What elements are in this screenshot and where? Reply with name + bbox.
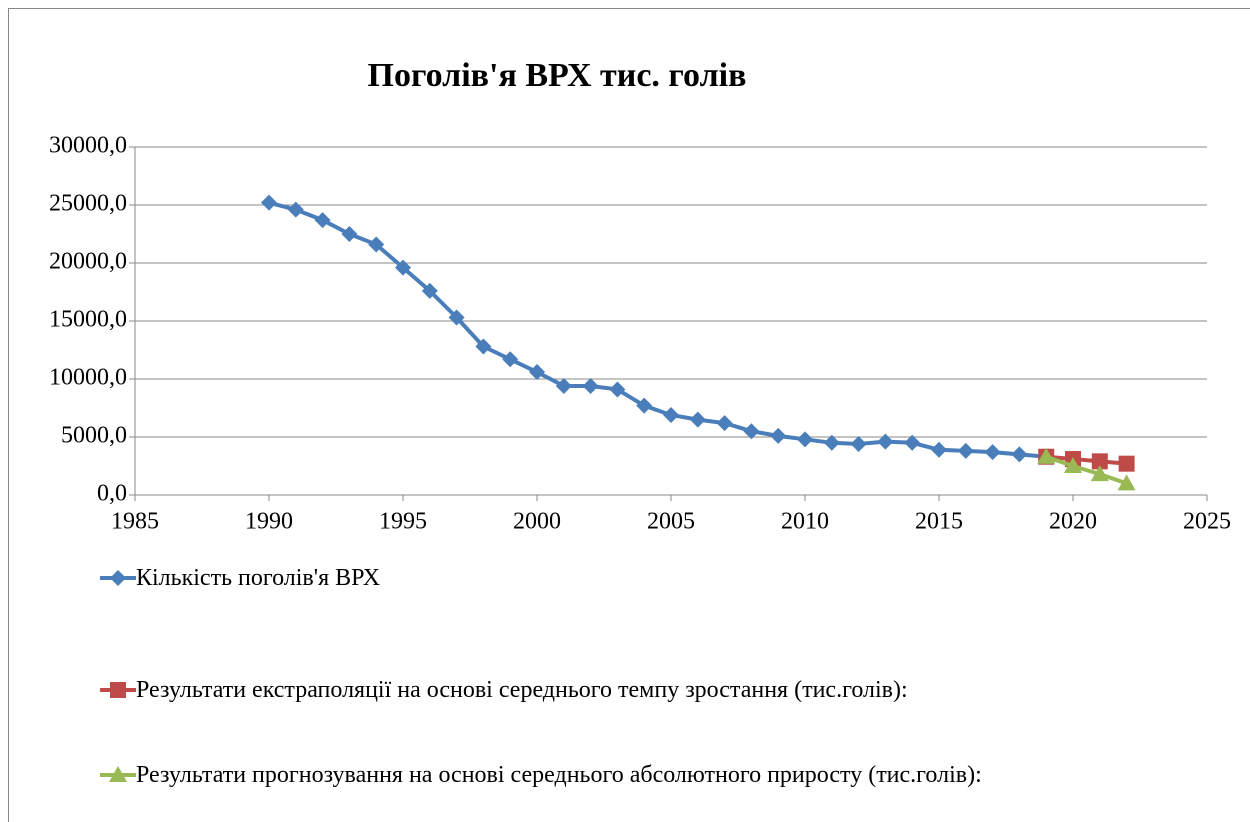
marker	[448, 309, 465, 326]
marker	[341, 226, 358, 242]
legend-symbol	[100, 682, 136, 698]
y-tick-label: 25000,0	[49, 191, 127, 217]
series-line	[1045, 454, 1128, 486]
chart-title: Поголів'я ВРХ тис. голів	[368, 57, 747, 94]
chart-frame	[8, 8, 1250, 822]
x-tick-label: 2020	[1049, 509, 1097, 535]
marker	[770, 427, 787, 444]
marker	[904, 434, 921, 451]
legend-item: Кількість поголів'я ВРХ	[100, 562, 1136, 595]
marker	[1011, 446, 1028, 463]
legend-label: Кількість поголів'я ВРХ	[136, 565, 381, 591]
marker	[110, 682, 126, 698]
marker	[421, 282, 438, 299]
y-tick-label: 30000,0	[49, 133, 127, 159]
marker	[110, 570, 126, 586]
marker	[689, 411, 706, 428]
marker	[368, 236, 385, 253]
marker	[1037, 447, 1056, 464]
marker	[1117, 474, 1136, 491]
marker	[109, 766, 127, 782]
marker	[1091, 453, 1108, 470]
marker	[663, 406, 679, 423]
legend-symbol	[100, 766, 136, 782]
marker	[395, 259, 411, 276]
legend-symbol	[100, 570, 136, 586]
marker	[984, 444, 1001, 461]
marker	[475, 338, 492, 355]
marker	[314, 212, 331, 229]
y-tick-label: 0,0	[97, 481, 127, 507]
x-tick-label: 1985	[111, 509, 159, 535]
marker	[636, 397, 653, 414]
x-tick-label: 2025	[1183, 509, 1231, 535]
y-tick-label: 5000,0	[61, 423, 127, 449]
x-tick-label: 2000	[513, 509, 561, 535]
series-line	[268, 200, 1047, 459]
marker	[582, 377, 599, 394]
marker	[1064, 457, 1082, 473]
y-tick-label: 20000,0	[49, 249, 127, 275]
marker	[555, 377, 572, 394]
legend-item: Результати прогнозування на основі серед…	[100, 759, 1136, 792]
y-tick-label: 10000,0	[49, 365, 127, 391]
marker	[609, 381, 626, 398]
marker	[850, 435, 867, 452]
marker	[716, 415, 733, 432]
marker	[743, 423, 760, 440]
x-tick-label: 2015	[915, 509, 963, 535]
marker	[502, 351, 519, 368]
legend-label: Результати прогнозування на основі серед…	[136, 762, 982, 788]
marker	[957, 442, 974, 459]
x-tick-label: 1995	[379, 509, 427, 535]
marker	[931, 441, 947, 458]
marker	[529, 364, 545, 381]
x-tick-label: 2005	[647, 509, 695, 535]
y-tick-label: 15000,0	[49, 307, 127, 333]
legend-item: Результати екстраполяції на основі серед…	[100, 674, 1136, 707]
series-line	[1046, 454, 1127, 466]
marker	[1090, 465, 1109, 482]
marker	[877, 433, 894, 450]
x-tick-label: 2010	[781, 509, 829, 535]
legend-label: Результати екстраполяції на основі серед…	[136, 677, 908, 703]
marker	[1118, 455, 1135, 472]
marker	[823, 434, 840, 451]
marker	[261, 194, 277, 211]
marker	[287, 201, 304, 218]
marker	[797, 431, 813, 448]
x-tick-label: 1990	[245, 509, 293, 535]
